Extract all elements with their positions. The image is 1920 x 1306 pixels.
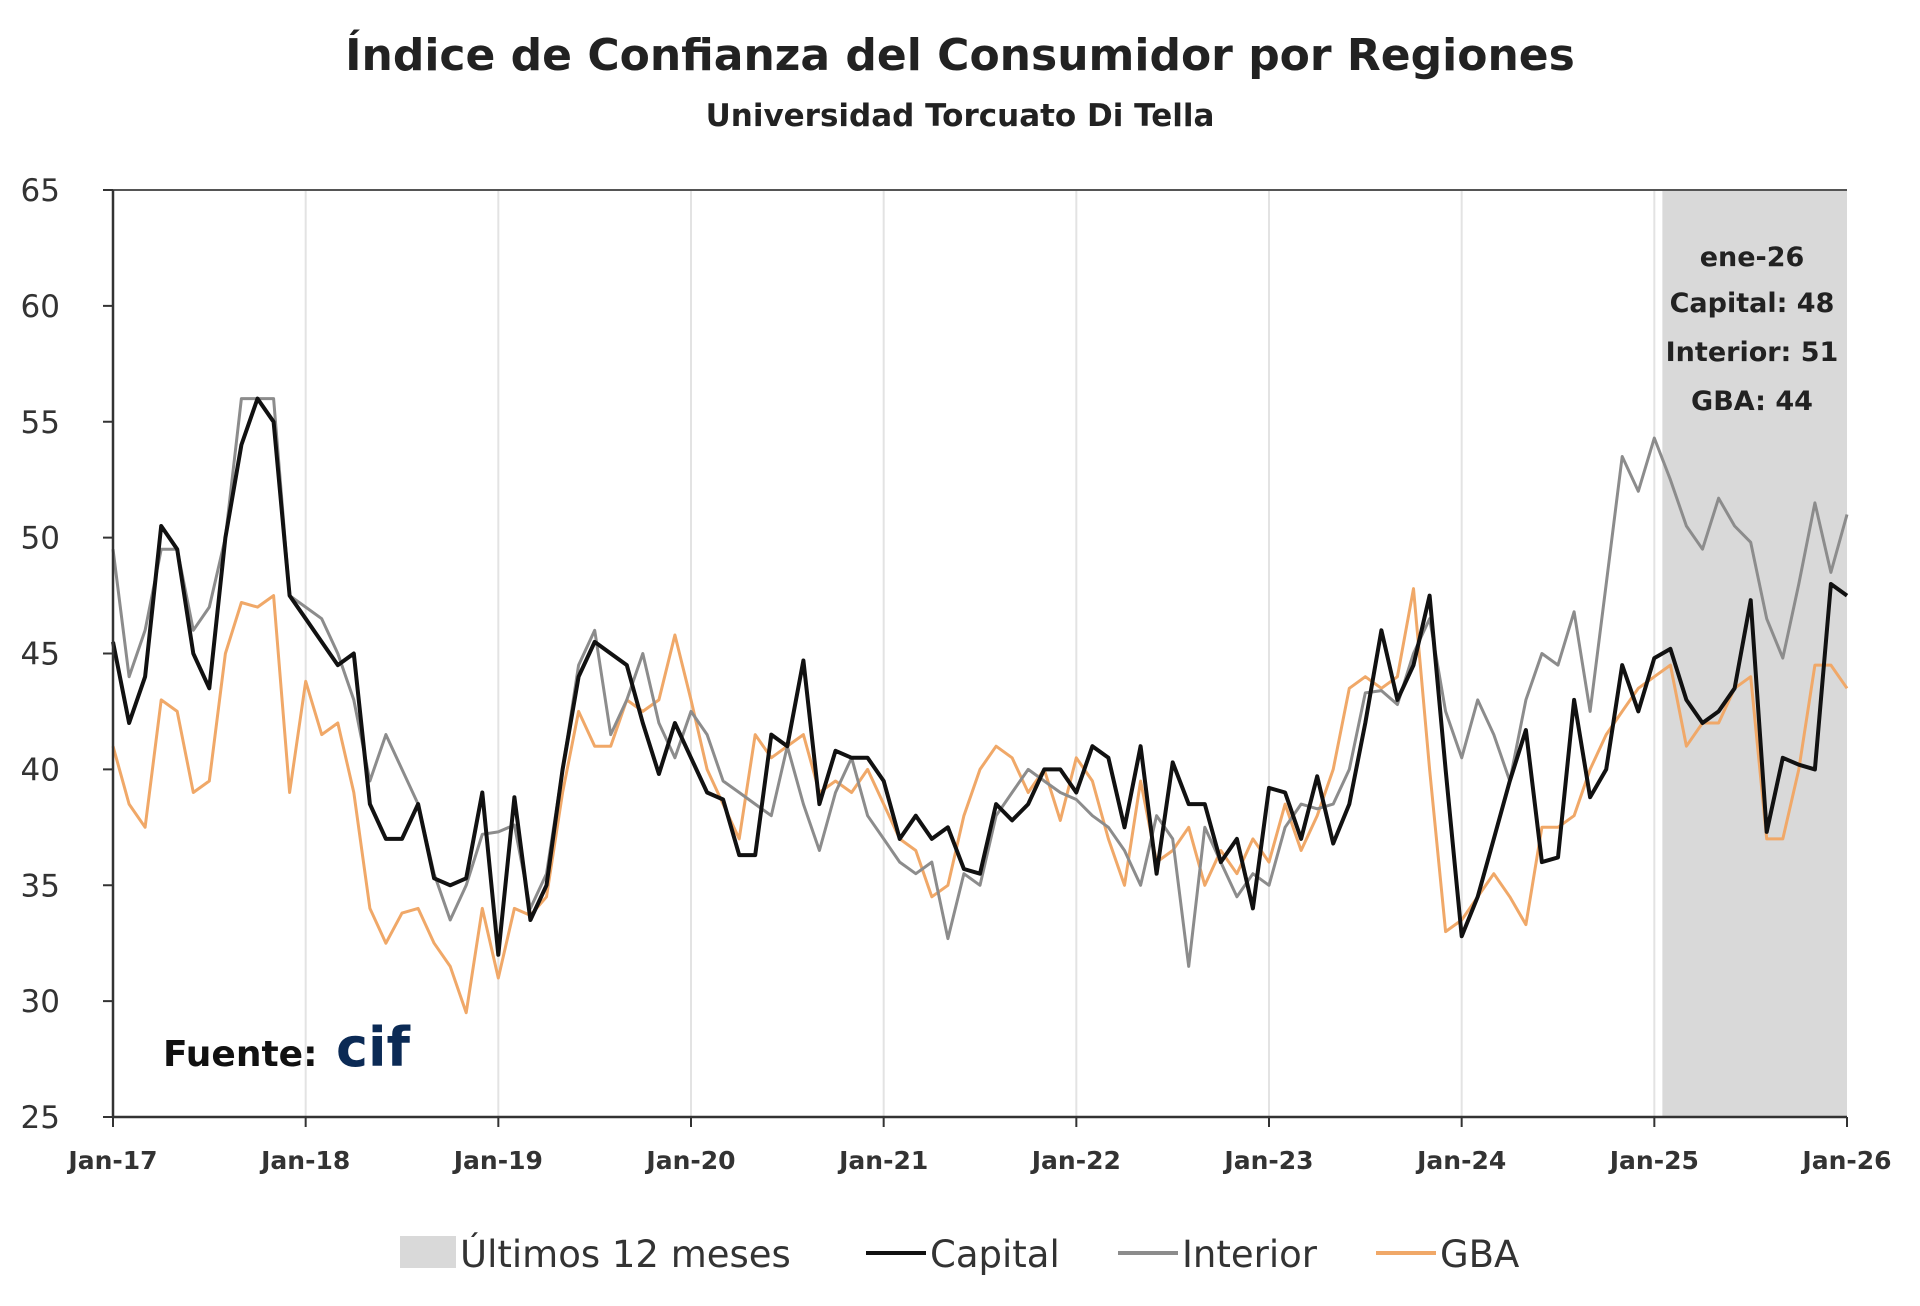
x-tick-label: Jan-19 (452, 1146, 543, 1175)
legend-label-gba: GBA (1440, 1233, 1519, 1276)
annotation-interior: Interior: 51 (1666, 337, 1839, 368)
y-tick-label: 40 (21, 752, 60, 788)
legend: Últimos 12 meses Capital Interior GBA (400, 1232, 1519, 1276)
x-tick-label: Jan-26 (1800, 1146, 1891, 1175)
chart-subtitle: Universidad Torcuato Di Tella (706, 98, 1215, 134)
y-tick-label: 50 (21, 521, 60, 557)
source-label: Fuente: (163, 1034, 318, 1075)
y-tick-label: 55 (21, 405, 60, 441)
annotation-capital: Capital: 48 (1670, 288, 1835, 319)
y-tick-label: 45 (21, 637, 60, 673)
y-tick-label: 30 (21, 984, 60, 1020)
chart-title: Índice de Confianza del Consumidor por R… (345, 28, 1575, 81)
x-tick-label: Jan-23 (1222, 1146, 1313, 1175)
y-tick-label: 35 (21, 868, 60, 904)
series-line-capital (111, 396, 1849, 957)
series-line-gba (111, 587, 1849, 1015)
legend-label-interior: Interior (1182, 1233, 1318, 1276)
y-tick-label: 65 (21, 173, 60, 209)
annotation-date: ene-26 (1700, 242, 1805, 273)
x-tick-label: Jan-22 (1030, 1146, 1121, 1175)
x-tick-label: Jan-20 (644, 1146, 735, 1175)
x-tick-label: Jan-17 (66, 1146, 157, 1175)
source-logo: cif (336, 1016, 411, 1079)
annotation-gba: GBA: 44 (1691, 386, 1813, 417)
legend-swatch-shaded (400, 1236, 456, 1268)
legend-label-capital: Capital (930, 1233, 1060, 1276)
x-tick-label: Jan-21 (837, 1146, 928, 1175)
series-line-interior (111, 397, 1849, 968)
x-tick-label: Jan-24 (1415, 1146, 1506, 1175)
y-tick-label: 60 (21, 289, 60, 325)
y-tick-label: 25 (21, 1100, 60, 1136)
legend-label-shaded: Últimos 12 meses (460, 1232, 791, 1276)
x-tick-label: Jan-18 (259, 1146, 350, 1175)
annotation-box: ene-26 Capital: 48 Interior: 51 GBA: 44 (1666, 242, 1839, 417)
x-tick-label: Jan-25 (1608, 1146, 1699, 1175)
